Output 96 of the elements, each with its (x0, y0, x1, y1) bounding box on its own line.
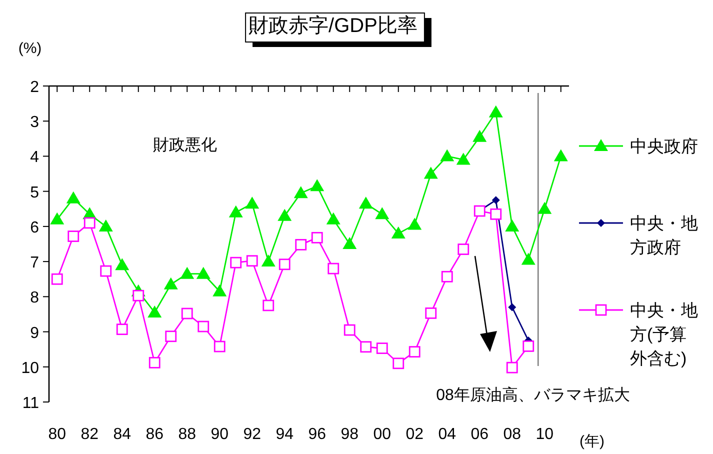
x-tick-label: 96 (308, 426, 326, 443)
point (228, 205, 243, 218)
x-tick-label: 86 (146, 426, 164, 443)
x-tick-label: 80 (48, 426, 66, 443)
point (181, 308, 193, 320)
point (408, 346, 420, 358)
point (440, 149, 454, 162)
point (50, 212, 64, 224)
point (246, 255, 258, 267)
x-tick-label: 04 (438, 426, 456, 443)
x-tick-label: 00 (373, 426, 392, 443)
y-tick-label: 11 (22, 395, 40, 412)
point (344, 324, 356, 336)
point (522, 340, 534, 352)
point (115, 258, 130, 270)
point (164, 277, 178, 290)
point (245, 196, 260, 209)
point (328, 262, 340, 274)
point (196, 266, 210, 279)
point (100, 265, 112, 277)
point (148, 305, 162, 318)
point (132, 290, 144, 302)
x-axis-title: (年) (580, 433, 604, 450)
point (311, 232, 323, 244)
x-tick-label: 94 (276, 426, 294, 443)
point (278, 208, 292, 221)
point (295, 239, 307, 250)
y-tick-label: 6 (30, 219, 40, 236)
y-tick-label: 3 (30, 114, 40, 132)
legend-label: 中央・地方政府 (630, 214, 698, 257)
point (116, 324, 128, 336)
x-tick-label: 10 (536, 426, 554, 443)
point (441, 270, 453, 282)
point (68, 230, 80, 242)
point (230, 256, 242, 268)
point (376, 342, 388, 354)
y-tick-label: 8 (30, 290, 40, 307)
point (375, 207, 390, 220)
point (262, 300, 274, 312)
point (148, 356, 160, 368)
point (198, 320, 210, 332)
x-tick-label: 88 (178, 426, 196, 443)
x-tick-label: 84 (113, 426, 132, 443)
y-tick-label: 10 (21, 360, 40, 377)
point (521, 252, 536, 265)
x-tick-label: 82 (80, 426, 99, 443)
y-axis-title: (%) (18, 40, 42, 57)
point (408, 218, 422, 230)
title: 財政赤字/GDP比率 (245, 12, 432, 47)
point (425, 307, 437, 319)
point (261, 254, 276, 267)
point (342, 237, 357, 249)
point (424, 166, 438, 179)
y-tick-label: 2 (30, 79, 40, 96)
y-tick-label: 7 (30, 254, 40, 272)
point (358, 196, 373, 209)
point (294, 186, 308, 198)
point (472, 130, 487, 142)
point (212, 284, 227, 296)
point (538, 202, 552, 214)
point (360, 341, 372, 353)
point (458, 244, 470, 255)
point (98, 219, 113, 232)
point (505, 219, 520, 232)
legend-label: 中央政府 (630, 137, 698, 156)
y-tick-label: 4 (30, 149, 40, 166)
point (84, 217, 96, 229)
point (214, 340, 226, 352)
point (165, 330, 177, 342)
point (51, 273, 63, 285)
point (392, 358, 404, 370)
point (310, 179, 324, 192)
y-tick-label: 9 (30, 324, 40, 342)
y-tick-label: 5 (30, 184, 40, 202)
x-tick-label: 98 (340, 426, 359, 443)
annotation: 財政悪化 (153, 137, 217, 154)
point (66, 191, 80, 204)
point (278, 258, 290, 270)
point (326, 212, 340, 224)
point (506, 362, 518, 374)
point (508, 303, 516, 312)
x-tick-label: 08 (503, 426, 522, 443)
point (180, 266, 194, 279)
x-tick-label: 02 (406, 426, 424, 443)
point (492, 196, 500, 204)
point (391, 226, 406, 238)
point (490, 208, 502, 220)
x-tick-label: 06 (470, 426, 489, 443)
point (488, 105, 503, 118)
chart-title: 財政赤字/GDP比率 (248, 14, 418, 37)
legend-label: 中央・地方(予算外含む) (630, 301, 698, 368)
x-tick-label: 92 (243, 426, 262, 443)
annotation: 08年原油高、バラマキ拡大 (436, 386, 630, 404)
point (554, 149, 568, 162)
point (456, 152, 470, 165)
x-tick-label: 90 (210, 426, 229, 443)
